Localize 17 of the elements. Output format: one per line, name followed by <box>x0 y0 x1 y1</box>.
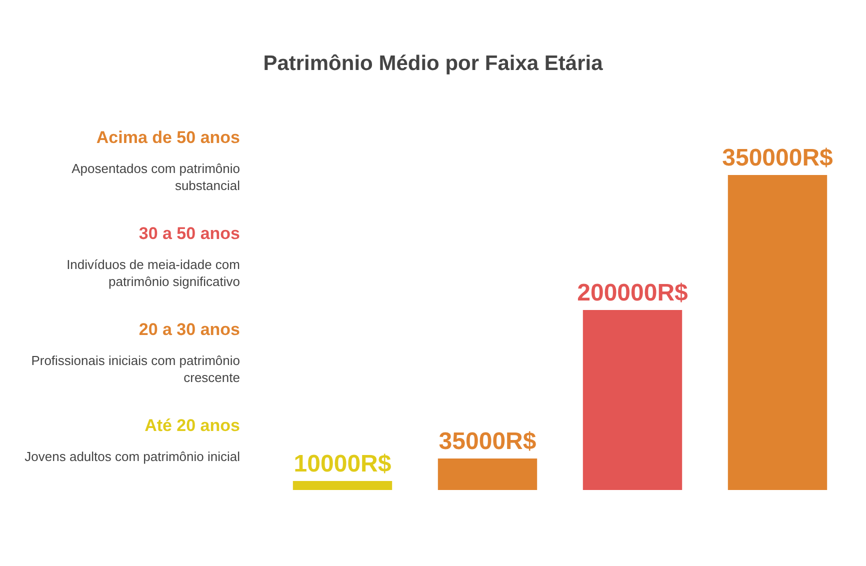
bar <box>438 458 538 490</box>
text: Indivíduos de meia-idade com patrimônio significativo <box>66 256 240 290</box>
bar <box>582 310 682 490</box>
text: Acima de 50 anos <box>95 128 240 148</box>
text: 20 a 30 anos <box>138 320 240 340</box>
text: Aposentados com patrimônio substancial <box>70 160 240 194</box>
data-label: 350000R$ <box>722 144 834 172</box>
data-label: 10000R$ <box>294 450 392 478</box>
text: 30 a 50 anos <box>138 224 240 244</box>
data-label: 200000R$ <box>577 280 689 307</box>
data-label: 35000R$ <box>438 428 537 456</box>
chart-title: Patrimônio Médio por Faixa Etária <box>262 52 604 76</box>
text: Até 20 anos <box>144 416 240 436</box>
bar <box>292 481 392 490</box>
bar <box>728 175 828 490</box>
text: Jovens adultos com patrimônio inicial <box>24 448 240 465</box>
text: Profissionais iniciais com patrimônio crescente <box>30 352 240 386</box>
